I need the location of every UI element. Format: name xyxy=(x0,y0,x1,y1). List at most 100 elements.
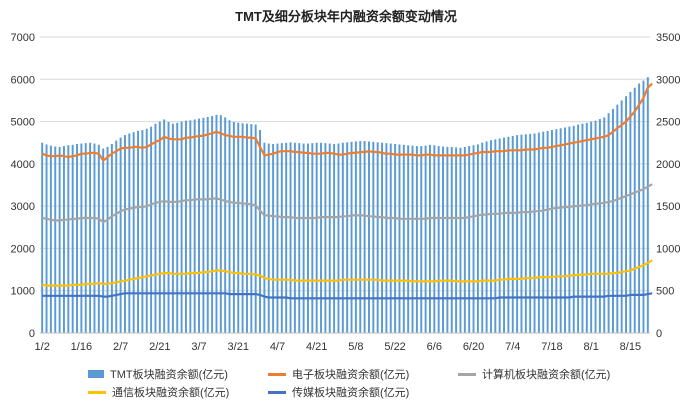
bar-tmt xyxy=(598,119,601,333)
bar-tmt xyxy=(298,143,301,333)
bar-tmt xyxy=(193,119,196,333)
bar-tmt xyxy=(481,142,484,333)
bar-tmt xyxy=(89,142,92,333)
line-series xyxy=(41,82,653,300)
bar-tmt xyxy=(389,143,392,333)
x-tick-label: 1/16 xyxy=(71,341,92,353)
bar-tmt xyxy=(337,143,340,333)
legend-item-media[interactable]: 传媒板块融资余额(亿元) xyxy=(268,384,409,400)
bar-tmt xyxy=(564,127,567,334)
legend-label-computer: 计算机板块融资余额(亿元) xyxy=(482,369,611,381)
bar-tmt xyxy=(137,130,140,333)
bar-tmt xyxy=(550,130,553,333)
bar-tmt xyxy=(84,143,87,333)
legend-label-electronics: 电子板块融资余额(亿元) xyxy=(292,369,410,381)
left-tick-label: 7000 xyxy=(11,32,35,44)
bar-tmt xyxy=(442,146,445,333)
bar-tmt xyxy=(141,130,144,333)
bar-tmt xyxy=(428,144,431,333)
right-axis-ticks: 0 500 1000 1500 2000 2500 3000 3500 xyxy=(656,32,680,340)
bar-tmt xyxy=(176,122,179,333)
bar-tmt xyxy=(603,117,606,333)
bar-tmt xyxy=(41,142,44,333)
bar-tmt xyxy=(219,115,222,333)
bar-tmt xyxy=(572,125,575,333)
bar-tmt xyxy=(311,143,314,333)
bar-tmt xyxy=(280,143,283,333)
bar-tmt xyxy=(503,137,506,333)
bar-tmt xyxy=(110,143,113,333)
bar-tmt xyxy=(97,144,100,333)
legend-item-telecom[interactable]: 通信板块融资余额(亿元) xyxy=(88,384,229,400)
bar-tmt xyxy=(463,146,466,333)
bar-tmt xyxy=(272,143,275,333)
bar-tmt xyxy=(359,141,362,333)
bar-tmt xyxy=(559,128,562,333)
bar-tmt xyxy=(385,143,388,333)
bar-tmt xyxy=(167,121,170,333)
bar-tmt xyxy=(302,143,305,333)
chart-title: TMT及细分板块年内融资余额变动情况 xyxy=(235,9,457,24)
bar-tmt xyxy=(376,142,379,333)
bar-tmt xyxy=(568,126,571,333)
legend-item-tmt[interactable]: TMT板块融资余额(亿元) xyxy=(88,366,228,382)
bar-tmt xyxy=(594,120,597,334)
bar-tmt xyxy=(646,77,649,334)
bar-tmt xyxy=(494,139,497,333)
legend-item-electronics[interactable]: 电子板块融资余额(亿元) xyxy=(268,366,409,382)
left-axis-ticks: 0 1000 2000 3000 4000 5000 6000 7000 xyxy=(11,32,35,340)
bar-tmt xyxy=(62,146,65,333)
bar-tmt xyxy=(533,133,536,333)
legend-label-media: 传媒板块融资余额(亿元) xyxy=(292,387,410,399)
x-tick-label: 4/21 xyxy=(306,341,327,353)
bar-tmt xyxy=(145,128,148,333)
x-tick-label: 3/21 xyxy=(228,341,249,353)
bar-tmt xyxy=(459,147,462,333)
bar-tmt xyxy=(555,129,558,333)
bar-tmt xyxy=(180,121,183,333)
bar-tmt xyxy=(516,135,519,333)
bar-tmt xyxy=(415,146,418,333)
x-tick-label: 6/20 xyxy=(463,341,484,353)
bar-tmt xyxy=(372,141,375,333)
x-tick-label: 3/7 xyxy=(191,341,206,353)
line-telecom xyxy=(41,259,653,287)
bar-tmt xyxy=(306,143,309,333)
bar-tmt xyxy=(119,137,122,333)
line-electronics xyxy=(41,82,653,162)
bar-tmt xyxy=(163,119,166,333)
right-tick-label: 3500 xyxy=(656,32,680,44)
bar-tmt xyxy=(198,118,201,334)
bar-tmt xyxy=(350,141,353,333)
bar-tmt xyxy=(171,123,174,333)
left-tick-label: 0 xyxy=(29,328,35,340)
left-tick-label: 3000 xyxy=(11,201,35,213)
line-media xyxy=(42,292,653,300)
bar-tmt xyxy=(437,146,440,333)
bar-tmt xyxy=(93,143,96,333)
bar-tmt xyxy=(585,122,588,333)
bar-tmt xyxy=(542,131,545,333)
x-tick-label: 4/7 xyxy=(270,341,285,353)
legend-item-computer[interactable]: 计算机板块融资余额(亿元) xyxy=(458,366,610,382)
bar-tmt xyxy=(346,142,349,333)
bar-tmt xyxy=(184,120,187,334)
legend-label-telecom: 通信板块融资余额(亿元) xyxy=(112,387,230,399)
bar-tmt xyxy=(446,146,449,333)
bar-tmt xyxy=(263,142,266,333)
bar-tmt xyxy=(224,117,227,333)
left-tick-label: 2000 xyxy=(11,243,35,255)
legend-swatch-telecom xyxy=(88,390,106,394)
x-tick-label: 7/4 xyxy=(505,341,520,353)
bar-tmt xyxy=(476,144,479,333)
x-tick-label: 8/1 xyxy=(584,341,599,353)
bar-tmt xyxy=(211,116,214,334)
bar-tmt xyxy=(259,130,262,333)
gridlines xyxy=(40,36,650,334)
bar-tmt xyxy=(489,140,492,333)
right-tick-label: 0 xyxy=(656,328,662,340)
bar-tmt xyxy=(245,123,248,333)
bar-tmt xyxy=(206,116,209,333)
left-tick-label: 4000 xyxy=(11,159,35,171)
